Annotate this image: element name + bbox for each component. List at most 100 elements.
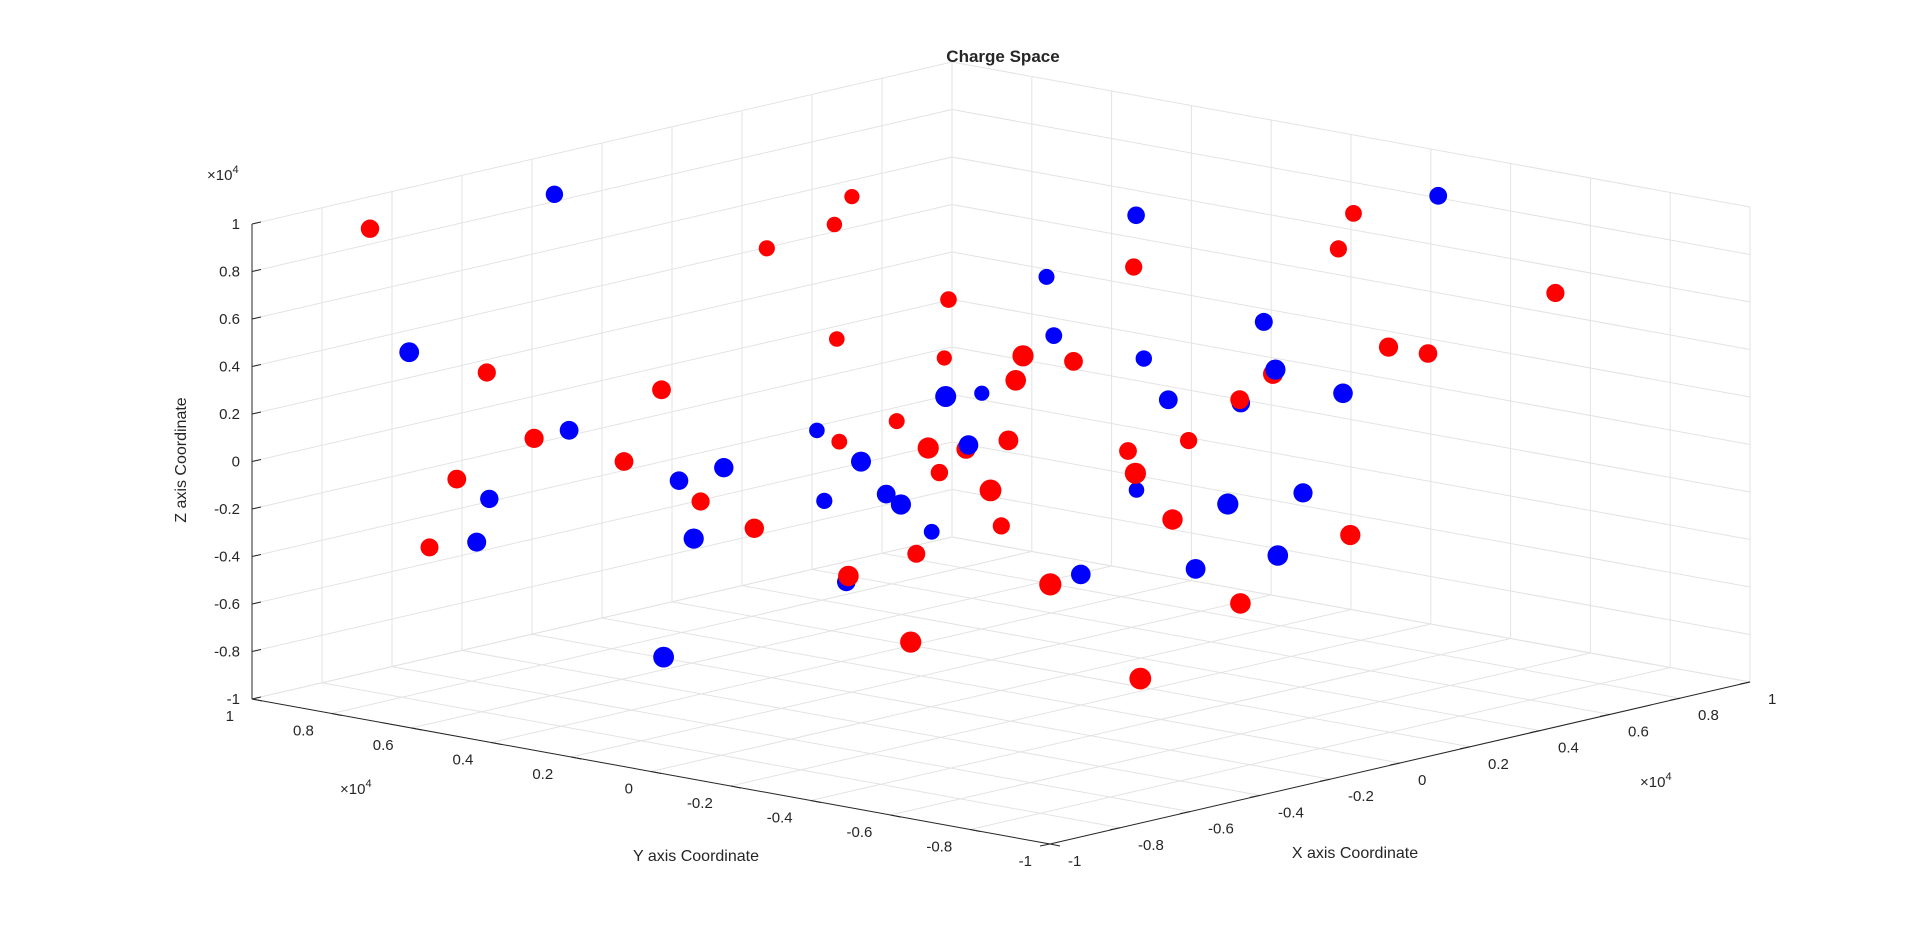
grid-line	[951, 299, 1751, 445]
grid-line	[951, 109, 1751, 255]
x-tick-label: 1	[1768, 691, 1776, 708]
grid-line	[251, 299, 953, 462]
x-tick-mark	[1669, 697, 1681, 701]
negative-charge-point	[1158, 390, 1178, 410]
grid-line	[251, 156, 953, 320]
negative-charge-point	[1045, 327, 1063, 344]
negative-charge-point	[1071, 564, 1091, 585]
y-tick-mark	[571, 756, 582, 760]
y-tick-label: -0.4	[767, 810, 793, 827]
y-tick-label: 0.8	[293, 723, 314, 740]
negative-charge-point	[1265, 359, 1286, 380]
negative-charge-point	[958, 435, 979, 455]
x-tick-mark	[1249, 794, 1261, 798]
positive-charge-point	[447, 469, 467, 489]
x-tick-mark	[1599, 713, 1611, 717]
grid-line	[881, 552, 1681, 699]
z-tick-label: 0	[232, 454, 240, 471]
positive-charge-point	[838, 565, 859, 587]
positive-charge-point	[844, 189, 860, 205]
positive-charge-point	[1039, 573, 1062, 596]
positive-charge-point	[1012, 345, 1034, 367]
svg-text:×104: ×104	[207, 164, 239, 184]
positive-charge-point	[829, 331, 845, 347]
chart-title: Charge Space	[946, 47, 1059, 66]
negative-charge-point	[1267, 545, 1289, 566]
y-tick-label: 0.4	[453, 752, 474, 769]
grid-line	[251, 109, 953, 272]
z-tick-mark	[251, 649, 262, 652]
negative-charge-point	[1333, 383, 1353, 404]
positive-charge-point	[1329, 240, 1347, 258]
positive-charge-point	[1546, 283, 1565, 303]
grid-line	[671, 601, 1471, 748]
z-tick-mark	[251, 411, 262, 415]
positive-charge-point	[1345, 205, 1362, 222]
positive-charge-point	[992, 517, 1010, 535]
positive-charge-point	[831, 433, 848, 450]
positive-charge-point	[477, 363, 496, 382]
negative-charge-point	[890, 494, 912, 515]
positive-charge-point	[1005, 370, 1026, 391]
negative-charge-point	[480, 489, 499, 509]
grid-line	[251, 61, 953, 225]
svg-text:×104: ×104	[1640, 771, 1672, 791]
positive-charge-point	[1162, 509, 1183, 530]
z-tick-mark	[251, 221, 262, 225]
grid-line	[951, 536, 1751, 683]
positive-charge-point	[1119, 442, 1137, 460]
x-tick-mark	[1739, 681, 1751, 685]
positive-charge-point	[1124, 462, 1146, 484]
positive-charge-point	[888, 413, 905, 430]
x-tick-label: 0	[1418, 772, 1426, 789]
z-tick-mark	[251, 364, 262, 367]
positive-charge-point	[826, 216, 843, 233]
negative-charge-point	[669, 471, 689, 491]
negative-charge-point	[851, 451, 871, 472]
y-tick-mark	[491, 742, 502, 745]
z-tick-label: -0.4	[214, 549, 240, 566]
positive-charge-point	[1340, 524, 1361, 546]
y-tick-mark	[970, 829, 981, 832]
x-tick-label: -0.6	[1208, 821, 1234, 838]
z-tick-mark	[251, 459, 262, 462]
z-tick-label: 0.2	[219, 406, 240, 423]
y-exponent-power: 4	[365, 778, 371, 790]
z-tick-label: 1	[232, 216, 240, 233]
tick-labels: -1 -0.8 -0.6 -0.4 -0.2 0 0.2 0.4 0.6 0.8 1 1 0.8 0.6 0…	[214, 216, 1776, 870]
x-tick-mark	[1179, 811, 1191, 815]
grid-line	[491, 580, 1192, 743]
positive-charge-point	[1129, 667, 1152, 690]
positive-charge-point	[900, 631, 922, 653]
negative-charge-point	[683, 528, 704, 549]
z-exponent-base: ×10	[207, 167, 232, 184]
z-tick-mark	[251, 696, 262, 700]
positive-charge-point	[930, 463, 949, 482]
y-tick-mark	[251, 698, 263, 702]
negative-charge-point	[545, 185, 564, 203]
positive-charge-point	[940, 291, 957, 308]
y-tick-label: -0.2	[687, 795, 713, 812]
x-tick-mark	[1389, 762, 1401, 766]
positive-charge-point	[936, 350, 952, 366]
negative-charge-point	[923, 523, 940, 540]
z-exponent-label: ×104	[207, 164, 239, 184]
positive-charge-point	[1230, 593, 1251, 614]
x-exponent-power: 4	[1665, 771, 1671, 783]
negative-charge-point	[1217, 493, 1239, 515]
x-exponent-base: ×10	[1640, 774, 1665, 791]
grid-line	[951, 156, 1751, 303]
x-tick-mark	[1109, 827, 1121, 831]
positive-charge-point	[979, 479, 1002, 502]
y-tick-mark	[730, 785, 741, 789]
z-tick-label: -0.2	[214, 501, 240, 518]
x-tick-label: 0.8	[1698, 707, 1719, 724]
negative-charge-point	[1127, 206, 1145, 225]
negative-charge-point	[935, 386, 957, 407]
grid-line	[331, 551, 1032, 714]
z-tick-label: -0.6	[214, 596, 240, 613]
y-tick-label: 0.6	[373, 737, 394, 754]
z-tick-label: 0.8	[219, 264, 240, 281]
negative-charge-point	[974, 385, 990, 401]
positive-charge-point	[524, 428, 544, 448]
